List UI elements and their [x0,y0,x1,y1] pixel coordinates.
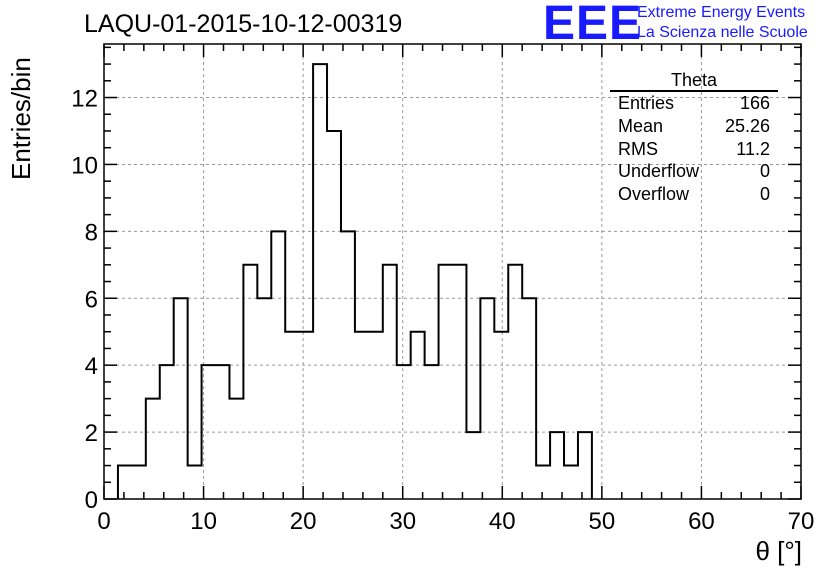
histogram-bin [271,231,285,499]
y-tick-label: 2 [85,420,98,447]
plot-frame [103,43,802,500]
x-tick-label: 20 [290,508,317,535]
y-tick-label: 8 [85,219,98,246]
histogram-bin [202,365,216,499]
x-axis-label: θ [°] [755,536,802,566]
stats-row-underflow: Underflow 0 [610,160,778,183]
tick-labels: 0 10 20 30 40 50 60 70 0 2 4 6 8 10 12 [71,86,814,535]
histogram-bin [480,298,494,499]
histogram-outline [116,63,593,499]
y-tick-label: 12 [71,86,98,113]
histogram-bin [522,298,536,499]
x-tick-label: 60 [688,508,715,535]
histogram-bin [327,131,341,499]
x-tick-label: 70 [788,508,815,535]
stats-row-rms: RMS 11.2 [610,138,778,161]
stats-value: 11.2 [736,138,770,159]
stats-label: Overflow [618,184,690,205]
histogram-bin [216,365,230,499]
histogram-bin [369,332,383,499]
histogram-bin [397,365,411,499]
y-axis-label: Entries/bin [6,57,36,180]
x-tick-label: 10 [190,508,217,535]
histogram-bin [285,332,299,499]
histogram-bin [313,64,327,499]
x-tick-label: 30 [389,508,416,535]
stats-label: Underflow [618,161,700,182]
logo-subtitle-line2: La Scienza nelle Scuole [637,24,808,41]
histogram-bin [299,332,313,499]
histogram-bin [439,265,453,499]
stats-row-mean: Mean 25.26 [610,115,778,138]
stats-title: Theta [610,70,778,92]
stats-value: 25.26 [724,115,770,136]
stats-value: 0 [759,184,770,205]
histogram-bin [411,332,425,499]
stats-value: 166 [739,93,770,113]
histogram-bin [174,298,188,499]
histogram-bin [494,332,508,499]
histogram-bin [243,265,257,499]
histogram-bin [341,231,355,499]
histogram-bin [355,332,369,499]
x-tick-label: 40 [489,508,516,535]
histogram-layer [116,63,593,499]
histogram-bin [118,466,132,499]
stats-label: Entries [618,93,675,113]
y-tick-label: 0 [85,487,98,514]
histogram-bin [229,399,243,499]
y-tick-label: 6 [85,286,98,313]
histogram-bin [466,432,480,499]
histogram-bin [564,466,578,499]
histogram-bin [383,265,397,499]
grid-lines [104,44,801,499]
histogram-bin [453,265,467,499]
histogram-bin [160,365,174,499]
histogram-bin [257,298,271,499]
stats-value: 0 [759,161,770,182]
stats-label: Mean [618,115,664,136]
chart-title: LAQU-01-2015-10-12-00319 [84,10,403,38]
y-tick-label: 10 [71,152,98,179]
x-tick-label: 0 [97,508,110,535]
histogram-bin [146,399,160,499]
logo-subtitle-line1: Extreme Energy Events [637,4,806,21]
x-tick-label: 50 [589,508,616,535]
y-tick-label: 4 [85,353,98,380]
histogram-bin [425,365,439,499]
eee-logo: EEE [543,0,643,50]
stats-row-overflow: Overflow 0 [610,183,778,206]
histogram-bin [536,466,550,499]
stats-box: Theta Entries 166 Mean 25.26 RMS 11.2 Un… [610,70,778,206]
histogram-bin [550,432,564,499]
stats-row-entries: Entries 166 [610,92,778,115]
histogram-bin [508,265,522,499]
axis-ticks [103,44,802,500]
histogram-bin [188,466,202,499]
stats-label: RMS [618,138,658,159]
histogram-bin [578,432,592,499]
